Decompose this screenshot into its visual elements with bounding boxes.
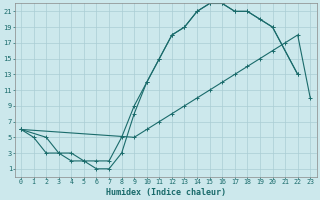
X-axis label: Humidex (Indice chaleur): Humidex (Indice chaleur): [106, 188, 226, 197]
